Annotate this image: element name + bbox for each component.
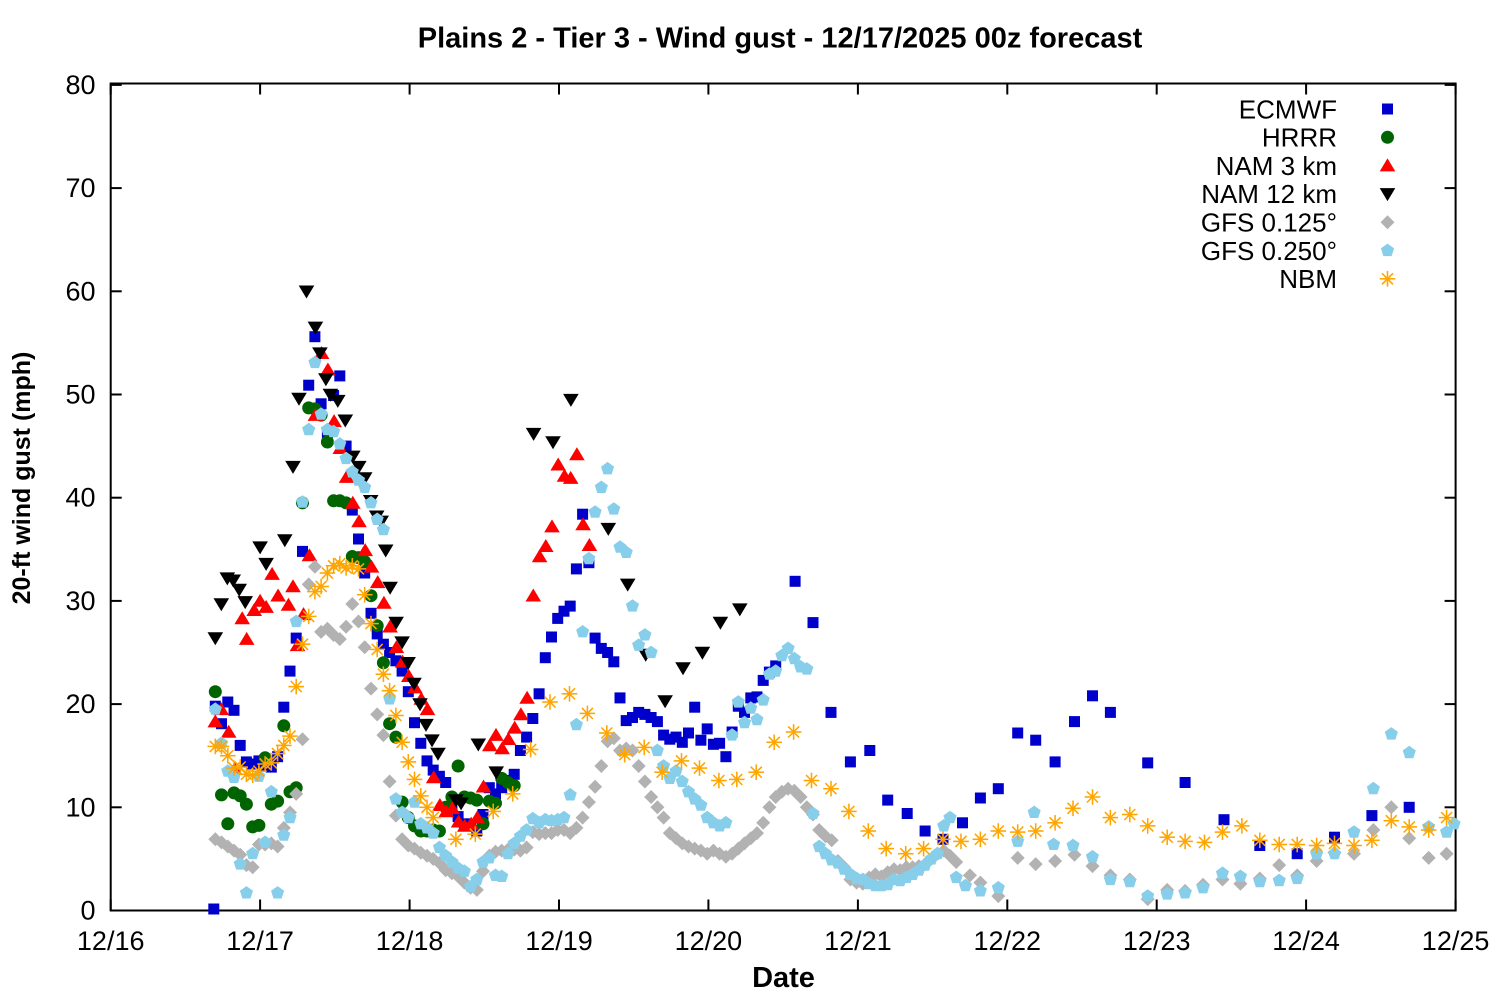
svg-text:70: 70 bbox=[65, 173, 95, 203]
svg-text:Plains 2 - Tier 3 - Wind gust: Plains 2 - Tier 3 - Wind gust - 12/17/20… bbox=[418, 23, 1143, 55]
svg-text:50: 50 bbox=[65, 380, 95, 410]
svg-text:GFS 0.250°: GFS 0.250° bbox=[1201, 236, 1337, 266]
svg-text:12/17: 12/17 bbox=[226, 926, 294, 956]
svg-text:12/16: 12/16 bbox=[77, 926, 145, 956]
svg-text:GFS 0.125°: GFS 0.125° bbox=[1201, 208, 1337, 238]
svg-text:12/23: 12/23 bbox=[1123, 926, 1191, 956]
svg-text:30: 30 bbox=[65, 586, 95, 616]
svg-text:80: 80 bbox=[65, 70, 95, 100]
svg-text:12/19: 12/19 bbox=[525, 926, 593, 956]
svg-text:20: 20 bbox=[65, 689, 95, 719]
svg-text:12/24: 12/24 bbox=[1272, 926, 1340, 956]
svg-text:ECMWF: ECMWF bbox=[1239, 94, 1337, 124]
svg-text:NBM: NBM bbox=[1279, 264, 1337, 294]
svg-text:12/22: 12/22 bbox=[974, 926, 1042, 956]
svg-text:10: 10 bbox=[65, 792, 95, 822]
svg-text:Date: Date bbox=[752, 962, 815, 994]
svg-text:40: 40 bbox=[65, 483, 95, 513]
svg-text:12/21: 12/21 bbox=[824, 926, 892, 956]
svg-text:NAM 12 km: NAM 12 km bbox=[1201, 179, 1337, 209]
svg-text:0: 0 bbox=[80, 896, 95, 926]
svg-text:60: 60 bbox=[65, 276, 95, 306]
svg-text:NAM 3 km: NAM 3 km bbox=[1216, 151, 1337, 181]
svg-text:12/25: 12/25 bbox=[1422, 926, 1490, 956]
svg-text:HRRR: HRRR bbox=[1262, 123, 1337, 153]
svg-text:12/20: 12/20 bbox=[675, 926, 743, 956]
svg-text:20-ft wind gust (mph): 20-ft wind gust (mph) bbox=[8, 352, 36, 605]
svg-text:12/18: 12/18 bbox=[376, 926, 444, 956]
